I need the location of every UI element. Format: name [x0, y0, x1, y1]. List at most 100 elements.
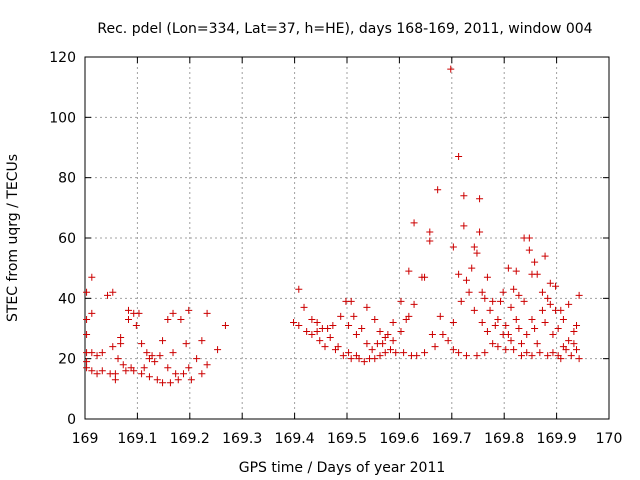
- x-tick-label: 169.2: [170, 431, 210, 447]
- data-point: [148, 352, 156, 360]
- data-point: [405, 267, 413, 275]
- data-point: [203, 309, 211, 317]
- data-point: [321, 343, 329, 351]
- data-point: [455, 270, 463, 278]
- data-point: [533, 270, 541, 278]
- data-point: [533, 340, 541, 348]
- data-point: [130, 367, 138, 375]
- data-point: [166, 379, 174, 387]
- data-point: [169, 309, 177, 317]
- data-point: [486, 306, 494, 314]
- data-point: [410, 300, 418, 308]
- data-point: [570, 328, 578, 336]
- data-point: [109, 288, 117, 296]
- data-point: [88, 273, 96, 281]
- data-point: [491, 321, 499, 329]
- data-point: [389, 337, 397, 345]
- x-tick-label: 170: [596, 431, 623, 447]
- data-point: [528, 352, 536, 360]
- data-point: [371, 355, 379, 363]
- data-point: [439, 331, 447, 339]
- y-tick-label: 80: [58, 171, 76, 187]
- data-point: [93, 370, 101, 378]
- data-point: [512, 267, 520, 275]
- data-point: [159, 337, 167, 345]
- data-point: [525, 246, 533, 254]
- data-point: [177, 315, 185, 323]
- data-point: [360, 358, 368, 366]
- data-point: [153, 376, 161, 384]
- data-point: [88, 349, 96, 357]
- x-tick-label: 169.1: [117, 431, 157, 447]
- data-point: [172, 370, 180, 378]
- data-point: [124, 306, 132, 314]
- data-point: [104, 291, 112, 299]
- data-point: [573, 346, 581, 354]
- data-point: [510, 346, 518, 354]
- data-point: [355, 355, 363, 363]
- data-point: [436, 312, 444, 320]
- data-point: [515, 325, 523, 332]
- data-point: [515, 291, 523, 299]
- data-point: [449, 318, 457, 326]
- data-point: [324, 325, 332, 332]
- data-point: [523, 349, 531, 357]
- data-point: [460, 222, 468, 230]
- data-point: [83, 315, 91, 323]
- data-point: [444, 337, 452, 345]
- y-tick-label: 40: [58, 291, 76, 307]
- data-point: [455, 349, 463, 357]
- ticks: 169 169.1 169.2 169.3 169.4 169.5 169.6 169.7 16…: [49, 50, 622, 447]
- data-point: [381, 349, 389, 357]
- data-point: [478, 318, 486, 326]
- data-point: [502, 346, 510, 354]
- data-point: [308, 331, 316, 339]
- data-point: [410, 219, 418, 227]
- data-point: [193, 355, 201, 363]
- data-point: [117, 340, 125, 348]
- data-point: [371, 315, 379, 323]
- data-point: [447, 65, 455, 73]
- data-point: [549, 349, 557, 357]
- data-point: [483, 328, 491, 336]
- data-point: [405, 312, 413, 320]
- data-point: [481, 294, 489, 302]
- data-point: [567, 352, 575, 360]
- data-point: [368, 346, 376, 354]
- x-tick-label: 169.5: [327, 431, 367, 447]
- data-point: [109, 343, 117, 351]
- data-point: [507, 337, 515, 345]
- data-point: [308, 315, 316, 323]
- data-point: [421, 349, 429, 357]
- data-point: [124, 315, 132, 323]
- x-tick-label: 169.9: [537, 431, 577, 447]
- data-point: [363, 340, 371, 348]
- data-point: [111, 376, 119, 384]
- data-point: [531, 258, 539, 266]
- data-point: [386, 346, 394, 354]
- x-tick-label: 169: [72, 431, 99, 447]
- x-tick-label: 169.3: [222, 431, 262, 447]
- data-point: [470, 243, 478, 251]
- data-point: [350, 312, 358, 320]
- data-point: [132, 321, 140, 329]
- data-point: [93, 352, 101, 360]
- data-point: [497, 297, 505, 305]
- data-point: [347, 355, 355, 363]
- data-point: [557, 355, 565, 363]
- data-point: [135, 309, 143, 317]
- data-point: [507, 303, 515, 311]
- data-point: [379, 340, 387, 348]
- data-point: [83, 331, 91, 339]
- data-point: [473, 352, 481, 360]
- data-point: [185, 306, 193, 314]
- data-point: [164, 364, 172, 372]
- data-point: [531, 325, 539, 332]
- data-point: [138, 340, 146, 348]
- grid: [85, 57, 609, 419]
- data-point: [88, 309, 96, 317]
- data-point: [413, 352, 421, 360]
- data-point: [145, 373, 153, 381]
- data-point: [462, 352, 470, 360]
